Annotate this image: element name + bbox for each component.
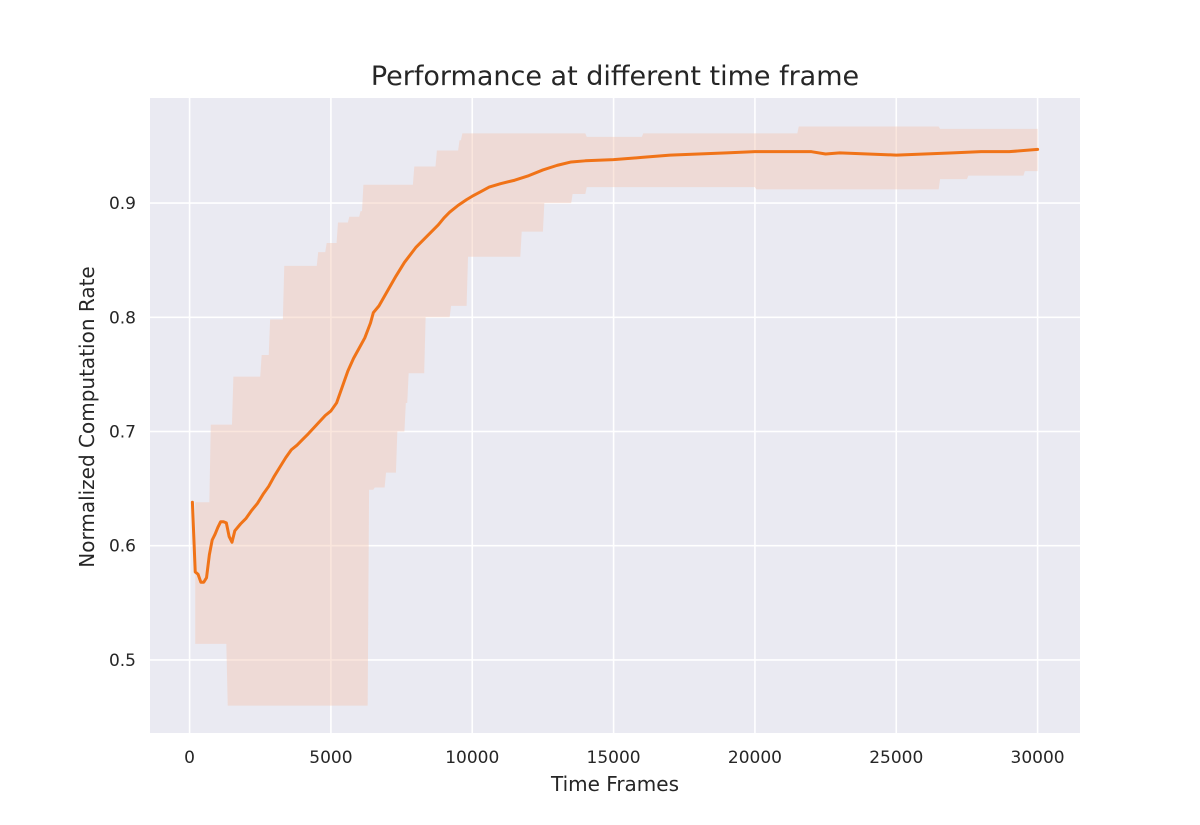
chart-title: Performance at different time frame xyxy=(371,61,859,92)
x-axis-label: Time Frames xyxy=(550,772,679,796)
x-axis-ticks: 0 5000 10000 15000 20000 25000 30000 xyxy=(184,748,1064,768)
y-tick-label: 0.5 xyxy=(109,651,136,671)
x-tick-label: 15000 xyxy=(587,748,641,768)
x-tick-label: 20000 xyxy=(728,748,782,768)
x-tick-label: 0 xyxy=(184,748,195,768)
grid-lines xyxy=(150,98,1080,733)
y-tick-label: 0.6 xyxy=(109,537,136,557)
x-tick-label: 25000 xyxy=(869,748,923,768)
y-tick-label: 0.7 xyxy=(109,422,136,442)
y-axis-label: Normalized Computation Rate xyxy=(75,266,99,567)
y-tick-label: 0.9 xyxy=(109,194,136,214)
y-axis-ticks: 0.5 0.6 0.7 0.8 0.9 xyxy=(109,194,136,671)
x-tick-label: 5000 xyxy=(309,748,352,768)
x-tick-label: 30000 xyxy=(1011,748,1065,768)
mean-line xyxy=(190,147,1040,584)
x-tick-label: 10000 xyxy=(445,748,499,768)
confidence-band xyxy=(195,126,1038,706)
y-tick-label: 0.8 xyxy=(109,308,136,328)
